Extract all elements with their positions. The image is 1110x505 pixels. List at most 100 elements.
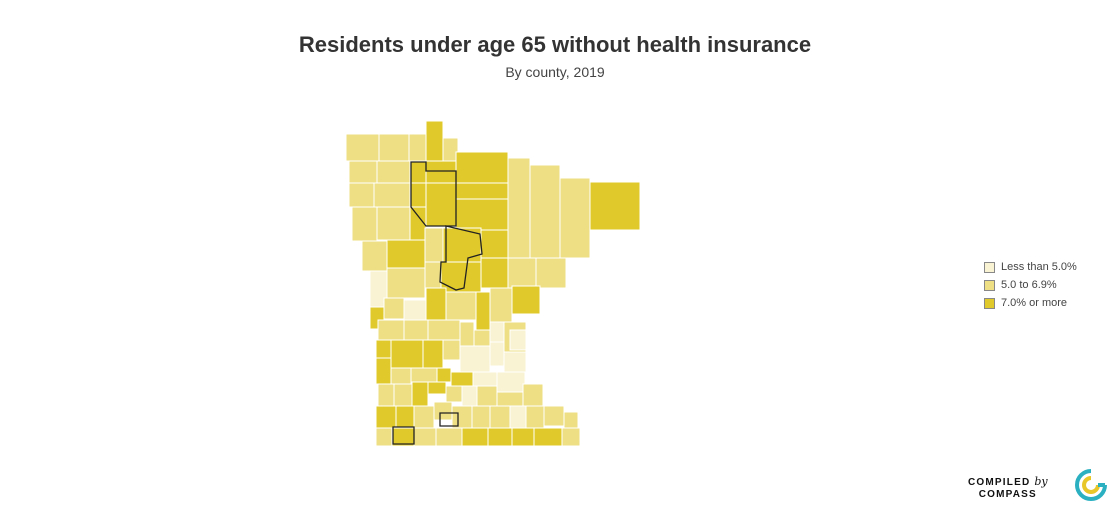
county-80[interactable] <box>471 405 491 429</box>
county-14[interactable] <box>425 182 457 228</box>
county-30[interactable] <box>535 257 567 289</box>
county-41[interactable] <box>475 291 491 331</box>
county-43[interactable] <box>511 285 541 315</box>
county-40[interactable] <box>445 291 477 321</box>
county-92[interactable] <box>511 427 535 447</box>
county-68[interactable] <box>411 381 429 407</box>
county-6[interactable] <box>348 160 378 184</box>
county-54[interactable] <box>422 339 444 369</box>
county-4[interactable] <box>425 120 444 162</box>
county-10[interactable] <box>455 151 509 184</box>
legend-label-high: 7.0% or more <box>1001 297 1068 309</box>
county-52[interactable] <box>375 339 392 359</box>
county-47[interactable] <box>459 321 475 347</box>
county-90[interactable] <box>461 427 489 447</box>
county-63[interactable] <box>450 371 474 387</box>
county-82[interactable] <box>509 405 527 429</box>
county-49[interactable] <box>489 321 505 343</box>
county-51[interactable] <box>509 329 527 351</box>
county-16[interactable] <box>507 157 531 259</box>
county-67[interactable] <box>393 383 413 407</box>
county-57[interactable] <box>489 341 505 367</box>
county-2[interactable] <box>378 133 410 162</box>
county-91[interactable] <box>487 427 513 447</box>
county-1[interactable] <box>345 133 380 162</box>
county-15[interactable] <box>455 182 509 200</box>
county-46[interactable] <box>427 319 461 341</box>
compiled-by-compass-credit: COMPILED by COMPASS <box>968 476 1048 501</box>
compass-logo-icon <box>1075 469 1107 501</box>
county-59[interactable] <box>375 357 392 385</box>
county-45[interactable] <box>403 319 429 341</box>
legend-swatch-mid <box>984 279 995 291</box>
county-89[interactable] <box>435 427 463 447</box>
county-8[interactable] <box>409 160 427 184</box>
county-88[interactable] <box>413 427 437 447</box>
legend-item-mid[interactable]: 5.0 to 6.9% <box>984 276 1077 294</box>
county-76[interactable] <box>395 405 415 429</box>
county-38[interactable] <box>403 299 427 321</box>
legend-swatch-low <box>984 261 995 273</box>
county-11[interactable] <box>348 182 375 208</box>
county-74[interactable] <box>522 383 544 407</box>
county-75[interactable] <box>375 405 397 429</box>
county-37[interactable] <box>383 297 405 320</box>
county-66[interactable] <box>377 383 395 407</box>
county-42[interactable] <box>489 287 513 323</box>
county-61[interactable] <box>410 367 438 383</box>
county-77[interactable] <box>413 405 435 429</box>
county-39[interactable] <box>425 287 447 321</box>
county-12[interactable] <box>373 182 411 208</box>
county-13[interactable] <box>409 182 427 208</box>
county-32[interactable] <box>386 267 426 299</box>
county-20[interactable] <box>351 206 378 242</box>
county-17[interactable] <box>529 164 561 266</box>
county-21[interactable] <box>376 206 411 241</box>
county-19[interactable] <box>589 181 641 231</box>
county-72[interactable] <box>476 385 498 407</box>
county-70[interactable] <box>445 385 463 403</box>
county-69[interactable] <box>427 381 447 395</box>
county-73[interactable] <box>496 391 524 407</box>
credit-compass: COMPASS <box>978 489 1037 500</box>
county-62[interactable] <box>436 367 452 383</box>
county-58[interactable] <box>503 351 527 373</box>
county-33[interactable] <box>424 261 442 289</box>
county-71[interactable] <box>461 385 478 407</box>
county-26[interactable] <box>424 227 444 263</box>
county-24[interactable] <box>361 240 388 272</box>
county-7[interactable] <box>376 160 411 184</box>
county-18[interactable] <box>559 177 591 259</box>
county-35[interactable] <box>480 257 509 289</box>
county-79[interactable] <box>451 405 473 429</box>
legend-swatch-high <box>984 297 995 309</box>
county-48[interactable] <box>473 329 491 347</box>
county-3[interactable] <box>408 133 427 162</box>
county-44[interactable] <box>377 319 405 341</box>
county-85[interactable] <box>563 411 579 429</box>
county-64[interactable] <box>472 371 498 387</box>
legend-item-high[interactable]: 7.0% or more <box>984 294 1077 312</box>
county-56[interactable] <box>459 345 491 373</box>
county-9[interactable] <box>425 160 457 184</box>
county-84[interactable] <box>543 405 565 427</box>
county-65[interactable] <box>496 371 526 393</box>
county-53[interactable] <box>390 339 424 369</box>
county-55[interactable] <box>442 339 461 361</box>
county-83[interactable] <box>525 405 545 429</box>
county-25[interactable] <box>386 239 426 269</box>
county-28[interactable] <box>480 229 509 259</box>
county-23[interactable] <box>455 198 509 231</box>
county-87[interactable] <box>391 427 415 447</box>
county-60[interactable] <box>390 367 412 385</box>
county-93[interactable] <box>533 427 563 447</box>
map-title: Residents under age 65 without health in… <box>298 32 812 57</box>
county-94[interactable] <box>561 427 581 447</box>
county-81[interactable] <box>489 405 511 429</box>
county-78[interactable] <box>433 401 453 421</box>
county-86[interactable] <box>375 427 393 447</box>
highlighted-county-outline-4 <box>392 426 415 445</box>
county-34[interactable] <box>440 261 482 293</box>
county-29[interactable] <box>507 257 537 289</box>
legend-item-low[interactable]: Less than 5.0% <box>984 258 1077 276</box>
